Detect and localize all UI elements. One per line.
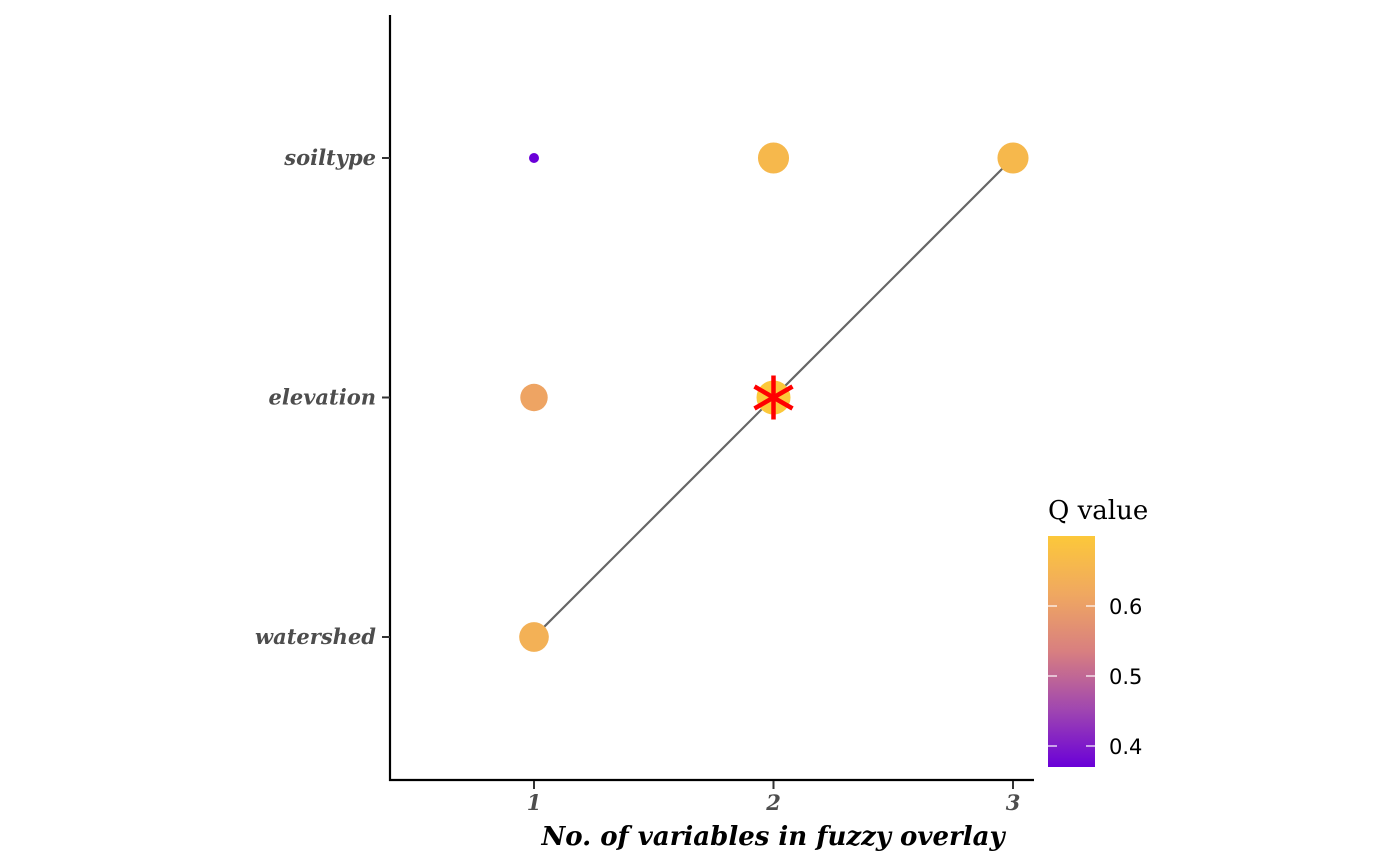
x-tick-label: 1: [527, 790, 542, 815]
x-axis-title: No. of variables in fuzzy overlay: [540, 822, 1006, 852]
data-point: [529, 153, 539, 163]
data-point: [520, 383, 548, 412]
optimal-marker: [753, 375, 794, 420]
optimal-marker-group: [753, 375, 794, 420]
x-ticks: 1 2 3: [527, 781, 1021, 815]
points: [519, 142, 1029, 652]
y-ticks: watershed elevation soiltype: [255, 145, 390, 649]
y-tick-label: soiltype: [283, 145, 376, 170]
legend: Q value 0.4 0.5 0.6: [1034, 492, 1174, 782]
data-point: [997, 142, 1029, 174]
y-tick-label: elevation: [269, 385, 376, 410]
x-tick-label: 2: [765, 790, 781, 815]
legend-ticks: 0.4 0.5 0.6: [1048, 595, 1142, 759]
selection-path: [533, 158, 1014, 638]
legend-tick-label: 0.5: [1109, 665, 1142, 689]
path-segment: [533, 398, 774, 638]
x-tick-label: 3: [1006, 790, 1021, 815]
legend-title: Q value: [1048, 496, 1148, 526]
data-point: [757, 142, 790, 174]
path-segment: [772, 158, 1014, 399]
legend-colorbar: [1048, 536, 1095, 767]
legend-tick-label: 0.6: [1109, 595, 1142, 619]
y-tick-label: watershed: [255, 624, 376, 649]
legend-tick-label: 0.4: [1109, 735, 1142, 759]
data-point: [519, 622, 549, 652]
